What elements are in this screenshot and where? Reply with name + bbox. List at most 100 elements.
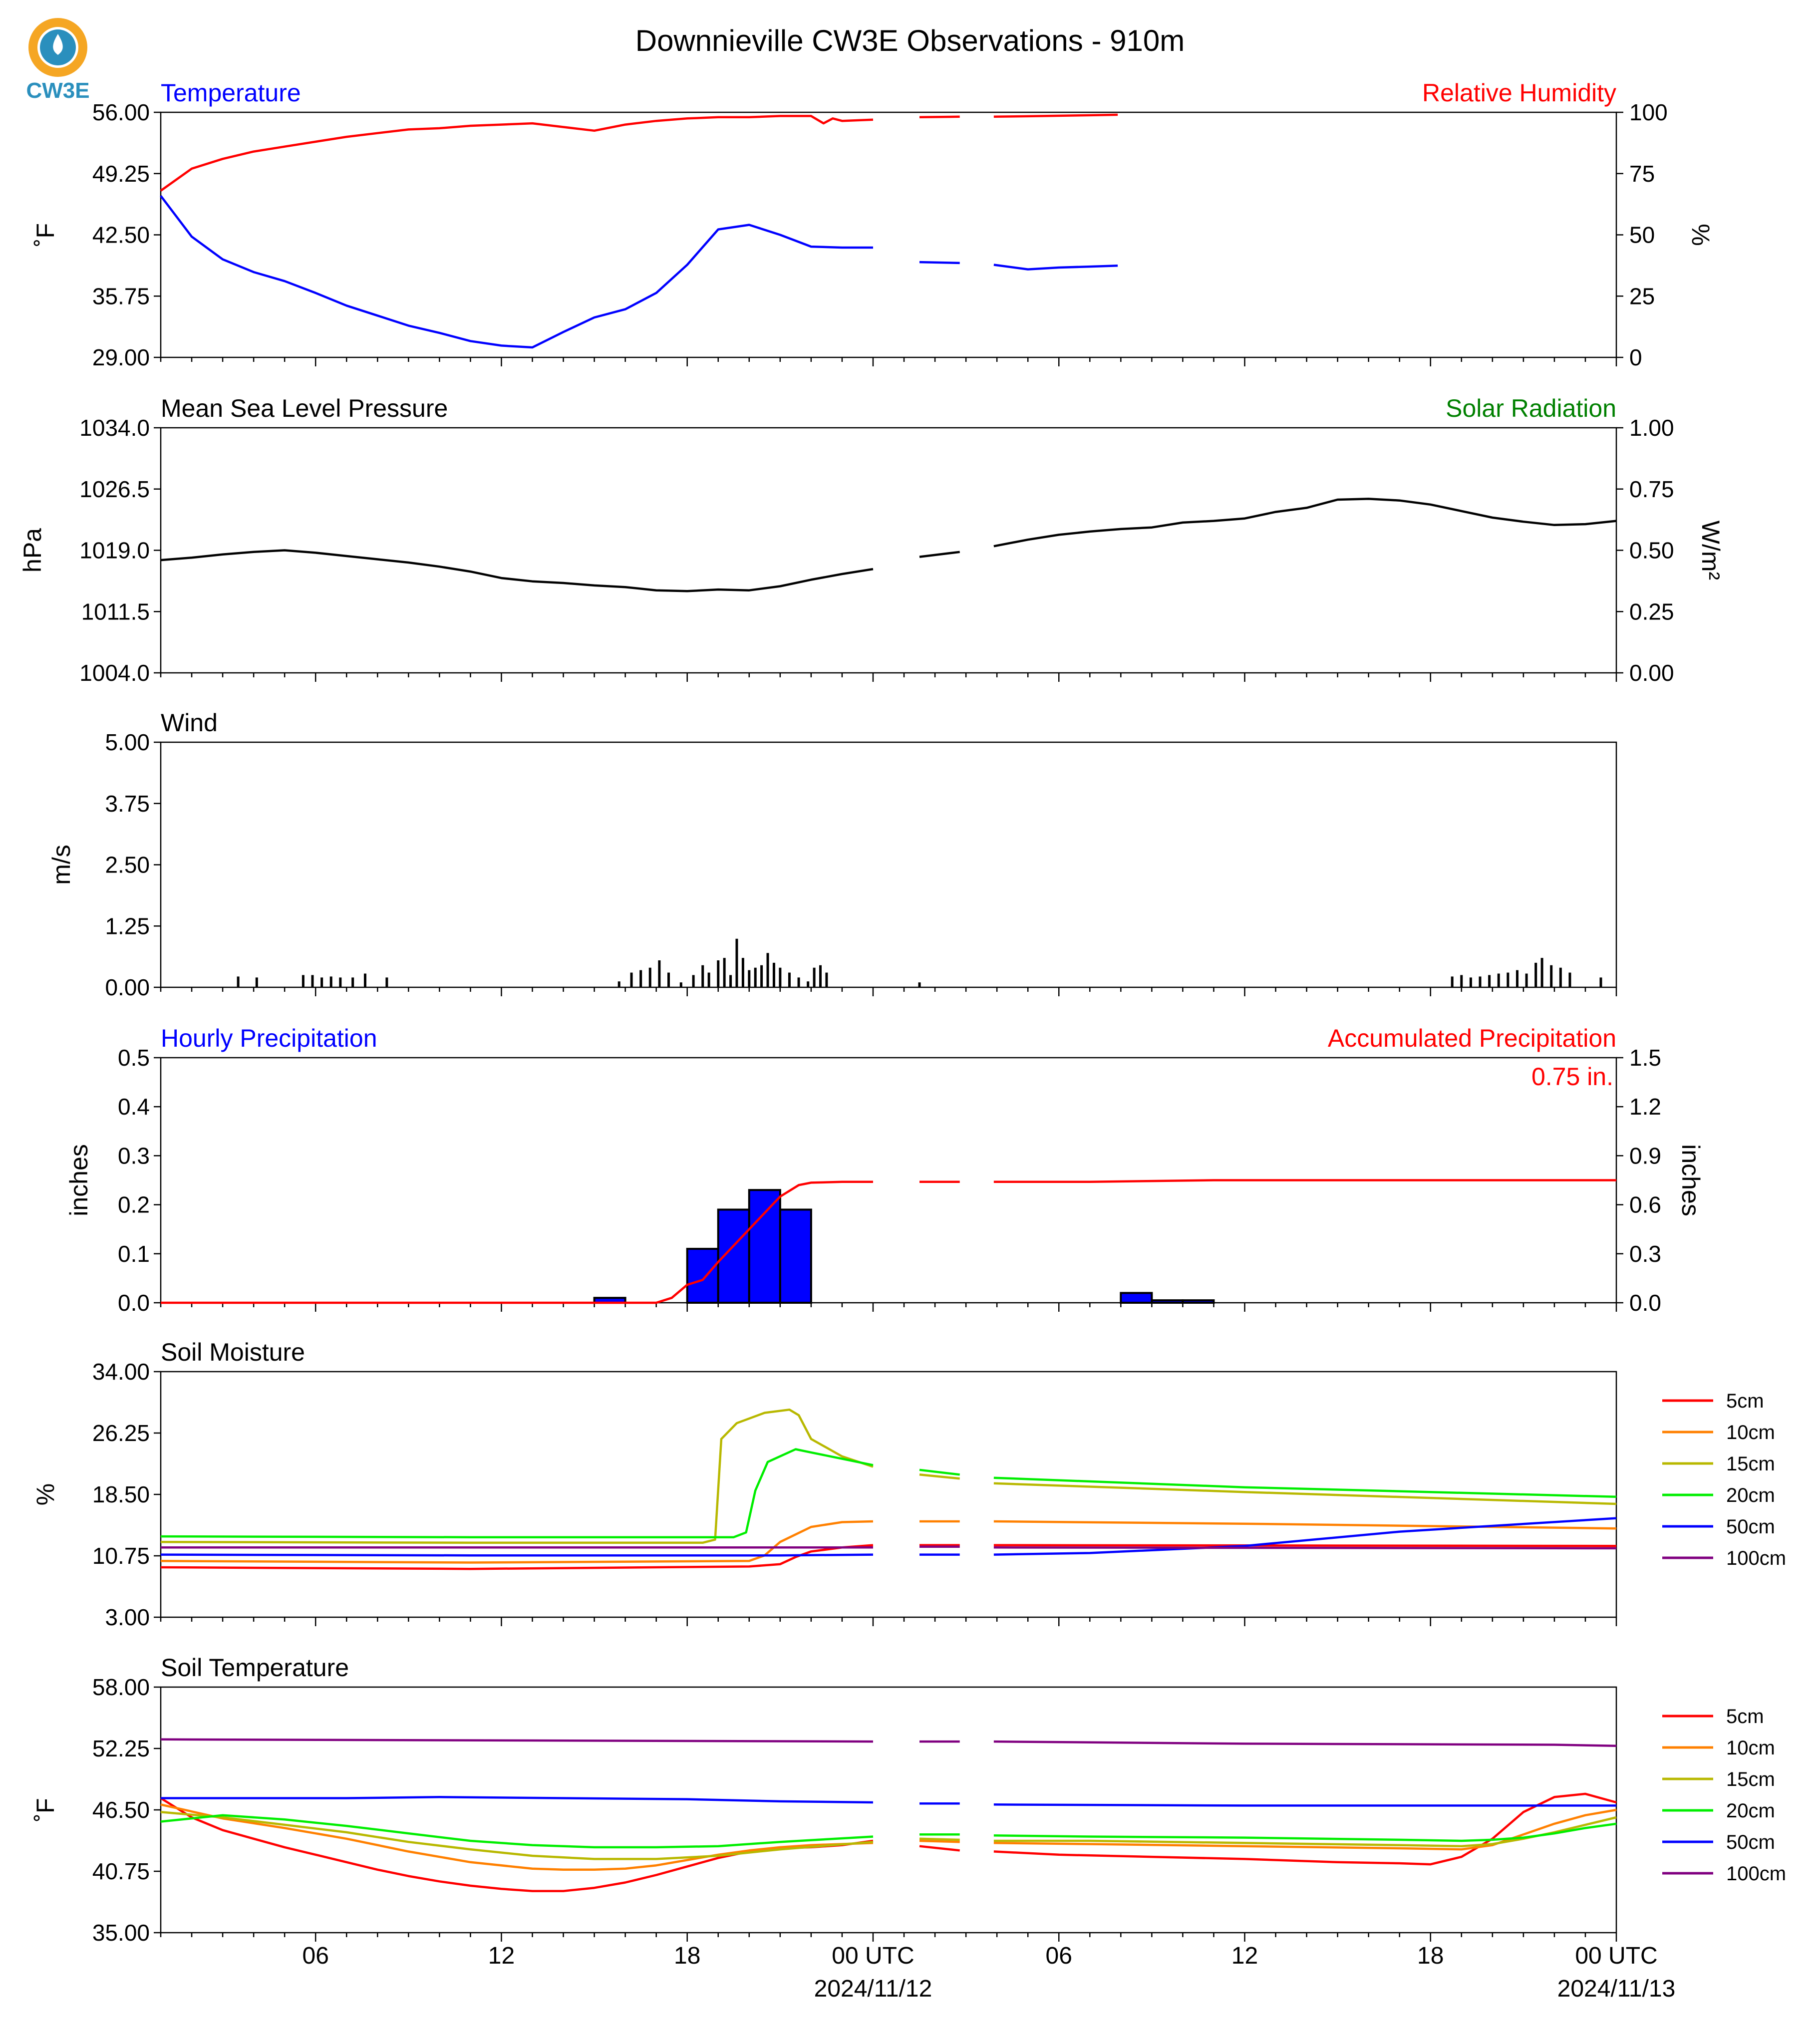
date-label: 2024/11/13 [1557, 1976, 1676, 2002]
series-line-5cm [160, 1792, 1617, 1892]
plot-frame [160, 741, 1617, 988]
series-line-20cm [160, 1814, 1617, 1849]
left-tick-label: 1004.0 [79, 660, 150, 686]
left-tick-label: 3.75 [105, 791, 150, 817]
left-tick-label: 18.50 [92, 1481, 150, 1507]
legend-label: 5cm [1726, 1390, 1764, 1412]
x-tick-label: 06 [1046, 1943, 1072, 1969]
right-tick-label: 0.3 [1629, 1241, 1661, 1267]
series-line-50cm [161, 1796, 1616, 1807]
precip-bar [1120, 1292, 1153, 1304]
plot-frame [160, 111, 1617, 358]
right-axis-label: W/m² [1697, 521, 1725, 580]
cw3e-logo: CW3E [26, 18, 90, 103]
left-axis-label: ˚F [31, 1798, 59, 1821]
precip-bar [748, 1189, 781, 1304]
x-tick-label: 00 UTC [1575, 1943, 1657, 1969]
left-tick-label: 0.00 [105, 974, 150, 1000]
left-panel-title: Mean Sea Level Pressure [161, 394, 448, 422]
logo-drop-icon [53, 34, 63, 55]
left-tick-label: 1026.5 [79, 476, 150, 502]
x-tick-label: 12 [1231, 1943, 1258, 1969]
precip-bar [1151, 1299, 1184, 1304]
left-panel-title: Hourly Precipitation [161, 1024, 377, 1052]
panels: 56.00 49.25 42.50 35.75 29.00 100 75 50 25 0 Tempe… [18, 79, 1786, 2002]
panel-soil_moisture: 34.00 26.25 18.50 10.75 3.00 Soil Moisture% 5c… [31, 1338, 1786, 1630]
left-tick-label: 3.00 [105, 1604, 150, 1630]
left-tick-label: 0.5 [118, 1045, 150, 1071]
left-panel-title: Wind [161, 709, 218, 737]
precip-bar [779, 1208, 812, 1304]
legend: 5cm 10cm 15cm 20cm 50cm 100cm [1662, 1390, 1786, 1569]
figure-title: Downnieville CW3E Observations - 910m [635, 24, 1185, 57]
legend-label: 10cm [1726, 1737, 1775, 1759]
left-axis-label: hPa [18, 528, 46, 573]
precip-bar [1182, 1299, 1215, 1304]
legend-label: 15cm [1726, 1453, 1775, 1475]
right-tick-label: 25 [1629, 283, 1655, 309]
left-tick-label: 29.00 [92, 344, 150, 370]
series-line-20cm [160, 1448, 1617, 1538]
legend-label: 20cm [1726, 1800, 1775, 1822]
right-tick-label: 1.5 [1629, 1045, 1661, 1071]
left-tick-label: 46.50 [92, 1797, 150, 1823]
legend-label: 20cm [1726, 1484, 1775, 1506]
left-tick-label: 58.00 [92, 1674, 150, 1700]
left-tick-label: 2.50 [105, 852, 150, 878]
legend-label: 50cm [1726, 1516, 1775, 1538]
accumulated-precip-line [161, 1179, 1616, 1304]
left-tick-label: 34.00 [92, 1359, 150, 1385]
series-line-100cm [161, 1545, 1617, 1550]
series-line-50cm [160, 1517, 1617, 1557]
right-panel-title: Solar Radiation [1446, 394, 1616, 422]
accumulated-total-label: 0.75 in. [1531, 1063, 1613, 1091]
legend-label: 10cm [1726, 1422, 1775, 1444]
series-line-temperature [160, 195, 1118, 349]
right-tick-label: 1.2 [1629, 1094, 1661, 1120]
right-axis-label: % [1687, 224, 1715, 246]
right-tick-label: 1.00 [1629, 415, 1674, 441]
panel-soil_temp: 58.00 52.25 46.50 40.75 35.00 Soil Temperatur… [31, 1654, 1786, 1946]
series-line-100cm [160, 1738, 1617, 1747]
left-tick-label: 1011.5 [81, 598, 150, 624]
series-line-mean-sea-level-pressure [160, 498, 1617, 592]
series-line-15cm [160, 1408, 1617, 1544]
right-panel-title: Relative Humidity [1422, 79, 1616, 107]
x-tick-label: 12 [488, 1943, 515, 1969]
series-line-relative-humidity [160, 113, 1118, 192]
logo-text: CW3E [26, 78, 89, 103]
left-tick-label: 5.00 [105, 729, 150, 755]
left-tick-label: 35.00 [92, 1920, 150, 1946]
right-axis-label: inches [1677, 1144, 1705, 1216]
left-tick-label: 10.75 [92, 1543, 150, 1569]
legend: 5cm 10cm 15cm 20cm 50cm 100cm [1662, 1706, 1786, 1885]
x-tick-label: 18 [674, 1943, 700, 1969]
left-tick-label: 0.1 [118, 1241, 150, 1267]
left-tick-label: 1.25 [105, 913, 150, 939]
right-tick-label: 0.00 [1629, 660, 1674, 686]
left-tick-label: 26.25 [92, 1420, 150, 1446]
right-tick-label: 75 [1629, 161, 1655, 187]
x-tick-label: 00 UTC [832, 1943, 914, 1969]
right-tick-label: 100 [1629, 99, 1668, 125]
right-tick-label: 0.75 [1629, 476, 1674, 502]
legend-label: 5cm [1726, 1706, 1764, 1728]
right-tick-label: 0.0 [1629, 1290, 1661, 1316]
panel-wind: 5.00 3.75 2.50 1.25 0.00 Wind m/s [47, 709, 1617, 1000]
left-tick-label: 0.4 [118, 1094, 150, 1120]
left-panel-title: Temperature [161, 79, 301, 107]
left-tick-label: 49.25 [92, 161, 150, 187]
left-tick-label: 1034.0 [79, 415, 150, 441]
right-tick-label: 50 [1629, 222, 1655, 248]
left-tick-label: 1019.0 [79, 538, 150, 564]
plot-frame [160, 427, 1617, 674]
x-tick-label: 06 [303, 1943, 329, 1969]
plot-frame [160, 1371, 1617, 1618]
legend-label: 100cm [1726, 1547, 1786, 1569]
right-panel-title: Accumulated Precipitation [1328, 1024, 1616, 1052]
left-tick-label: 0.0 [118, 1290, 150, 1316]
legend-label: 50cm [1726, 1831, 1775, 1853]
left-axis-label: m/s [47, 845, 75, 885]
logo-ring-icon [28, 18, 87, 77]
